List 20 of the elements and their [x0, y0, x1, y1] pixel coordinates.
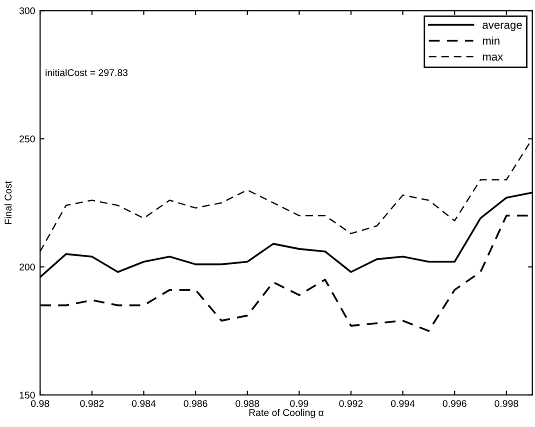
x-tick-label: 0.98	[31, 400, 50, 407]
y-axis-title: Final Cost	[4, 181, 12, 224]
legend-label: average	[482, 22, 522, 32]
y-tick-label: 300	[19, 7, 35, 14]
legend-label: min	[482, 36, 500, 45]
legend-label: max	[482, 54, 504, 61]
x-axis-title: Rate of Cooling α	[249, 408, 324, 418]
y-tick-label: 250	[20, 136, 35, 142]
x-tick-label: 0.994	[391, 400, 415, 407]
x-tick-label: 0.984	[132, 400, 156, 407]
x-tick-label: 0.992	[339, 400, 363, 407]
x-tick-label: 0.99	[290, 400, 308, 407]
y-tick-label: 150	[20, 392, 35, 399]
y-tick-label: 200	[20, 264, 35, 270]
x-tick-label: 0.988	[236, 400, 260, 407]
x-tick-label: 0.982	[80, 400, 104, 407]
x-tick-label: 0.998	[494, 400, 518, 407]
annotation: initialCost = 297.83	[46, 68, 128, 76]
x-tick-label: 0.986	[184, 400, 208, 407]
x-tick-label: 0.996	[442, 400, 466, 407]
